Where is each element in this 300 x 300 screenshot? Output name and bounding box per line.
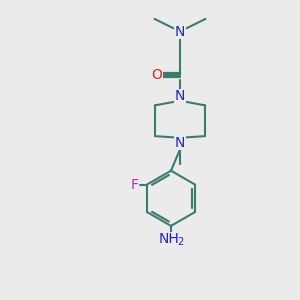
Text: 2: 2 — [177, 237, 183, 248]
Text: O: O — [151, 68, 162, 82]
Text: N: N — [175, 136, 185, 150]
Text: N: N — [175, 25, 185, 38]
Text: NH: NH — [159, 232, 180, 246]
Text: N: N — [175, 89, 185, 103]
Text: F: F — [130, 178, 139, 191]
